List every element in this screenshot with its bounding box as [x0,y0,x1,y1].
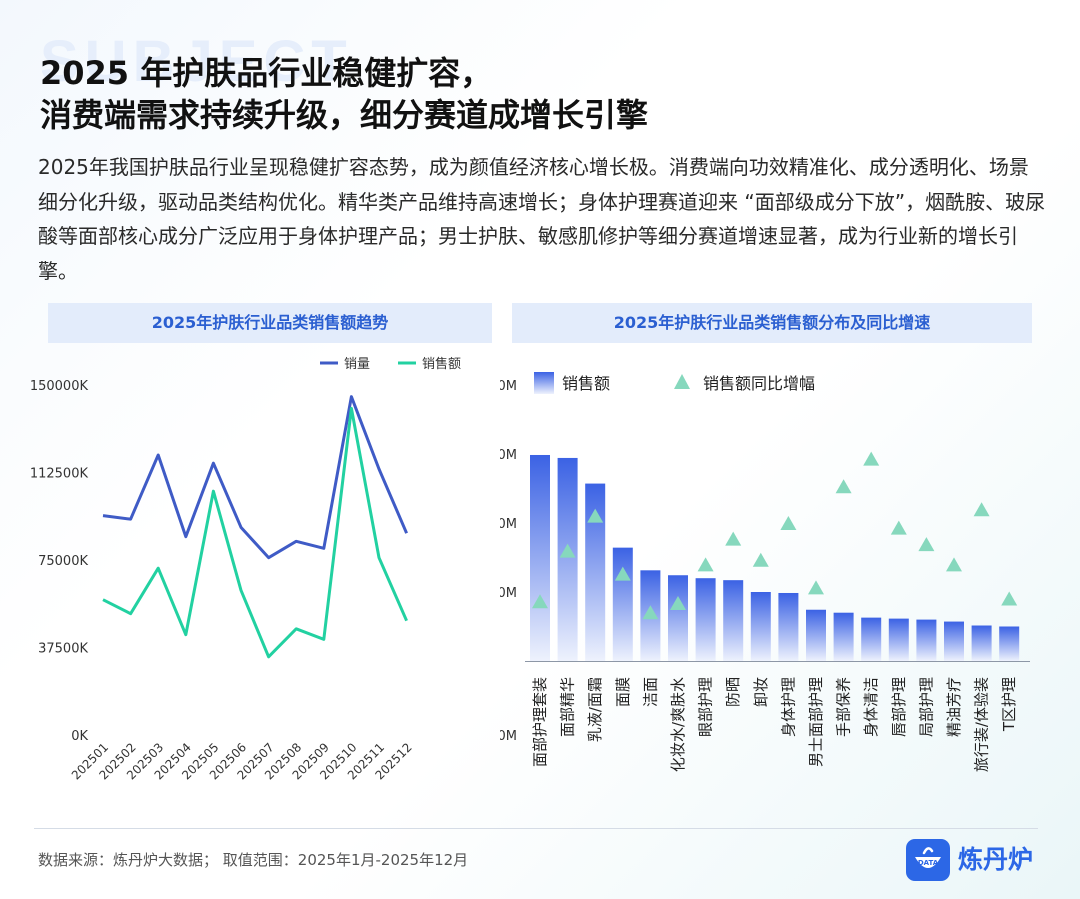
growth-triangle [752,552,769,567]
sales-bar [668,575,688,661]
growth-triangle [863,451,880,466]
x-category-label: 防晒 [724,677,742,707]
data-source: 数据来源：炼丹炉大数据； 取值范围：2025年1月-2025年12月 [38,851,469,869]
x-category-label: T区护理 [1000,677,1018,732]
x-category-label: 唇部护理 [890,677,908,737]
y-tick-label: 21,000M [500,448,517,463]
y-tick-label: 0K [71,729,88,744]
growth-triangle [835,479,852,494]
x-category-label: 身体清洁 [862,677,880,737]
data-pot-icon: DATA [906,839,950,881]
x-category-label: 眼部护理 [697,677,715,737]
x-category-label: 精油芳疗 [945,677,963,737]
x-category-label: 男士面部护理 [807,677,825,767]
growth-triangle [559,543,576,558]
x-category-label: 身体护理 [779,677,797,737]
growth-triangle [918,537,935,552]
bar-chart-title: 2025年护肤行业品类销售额分布及同比增速 [512,303,1032,343]
series-line-volume [102,395,408,560]
y-tick-label: 28,000M [500,379,517,394]
y-tick-label: 75000K [38,554,88,569]
growth-triangle [725,531,742,546]
sales-bar [530,454,550,661]
legend-triangle-swatch [674,374,690,389]
growth-triangle [1001,591,1018,606]
sales-bar [585,483,606,661]
growth-triangle [642,605,659,620]
title-line-1: 2025 年护肤品行业稳健扩容， [40,54,493,92]
brand-icon-text: DATA [918,859,939,867]
growth-triangle [780,516,797,530]
x-category-label: 局部护理 [917,677,935,737]
legend-label: 销量 [344,357,370,372]
page-title: 2025 年护肤品行业稳健扩容， 消费端需求持续升级，细分赛道成增长引擎 [40,52,1040,136]
x-category-label: 面膜 [614,677,632,707]
sales-bar [557,457,578,661]
growth-triangle [973,502,990,517]
legend-bar-swatch [534,372,554,394]
brand-name: 炼丹炉 [958,845,1034,874]
x-category-label: 化妆水/爽肤水 [669,677,687,772]
x-category-label: 手部保养 [835,677,853,737]
sales-bar [861,617,882,661]
sales-bar [695,578,716,661]
sales-bar [971,625,992,661]
x-category-label: 面部护理套装 [531,677,549,767]
x-category-label: 乳液/面霜 [586,677,604,742]
growth-triangle [697,557,714,572]
x-category-label: 卸妆 [752,677,770,707]
line-chart-title: 2025年护肤行业品类销售额趋势 [48,303,492,343]
growth-triangle [614,566,631,581]
growth-triangle [808,580,824,595]
growth-triangle [532,594,548,609]
sales-bar [806,609,826,661]
x-category-label: 面部精华 [559,677,577,737]
x-category-label: 洁面 [641,677,659,707]
sales-bar [999,626,1020,661]
sales-bar [944,621,964,661]
sales-bar [833,612,854,661]
footer-divider [34,828,1038,829]
series-line-amount [102,406,408,659]
sales-bar [723,580,744,661]
sales-bar [916,619,937,661]
growth-triangle [670,596,686,611]
sales-bar [888,618,909,661]
growth-triangle [587,508,604,523]
x-category-label: 旅行装/体验装 [973,677,991,772]
legend-label: 销售额 [422,356,461,372]
y-tick-label: 150000K [30,379,89,394]
y-tick-label: 7,000M [500,586,517,601]
legend-label: 销售额 [562,374,610,393]
intro-paragraph: 2025年我国护肤品行业呈现稳健扩容态势，成为颜值经济核心增长极。消费端向功效精… [38,155,1046,283]
y-tick-label: 14,000M [500,517,517,532]
growth-triangle [946,557,962,572]
line-chart: 150000K112500K75000K37500K0K202501202502… [30,356,461,783]
y-tick-label: 0M [500,729,517,744]
sales-bar [778,592,799,661]
bar-chart: 28,000M 21,000M 14,000M 7,000M 0M 销售额 销售额同比增幅面… [500,372,1030,772]
sales-bar [750,592,771,661]
legend-label: 销售额同比增幅 [703,374,815,393]
y-tick-label: 112500K [30,467,89,482]
y-tick-label: 37500K [38,642,88,657]
title-line-2: 消费端需求持续升级，细分赛道成增长引擎 [40,96,649,134]
watermark-text: SUBJECT [40,29,353,94]
sales-bar [612,547,633,661]
growth-triangle [890,520,907,535]
